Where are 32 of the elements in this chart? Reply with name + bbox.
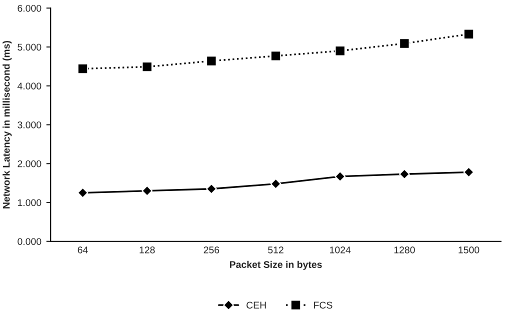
point bbox=[206, 183, 217, 194]
x-axis-title: Packet Size in bytes bbox=[230, 260, 322, 270]
point bbox=[270, 178, 282, 190]
legend-label: CEH bbox=[246, 302, 266, 309]
x-tick-label: 512 bbox=[268, 246, 284, 254]
y-tick-label: 3.000 bbox=[18, 121, 42, 128]
x-tick-label: 1500 bbox=[458, 246, 480, 254]
y-tick-label: 2.000 bbox=[18, 160, 42, 168]
point bbox=[399, 38, 410, 49]
x-tick-label: 1280 bbox=[394, 246, 415, 254]
legend-label: FCS bbox=[314, 302, 332, 309]
point bbox=[77, 63, 88, 74]
point bbox=[334, 45, 346, 56]
y-tick-label: 4.000 bbox=[17, 82, 42, 90]
x-tick-label: 128 bbox=[140, 246, 155, 254]
y-tick-label: 6.000 bbox=[18, 4, 42, 12]
y-tick-label: 0.000 bbox=[18, 238, 42, 245]
point bbox=[142, 185, 153, 196]
point bbox=[270, 50, 282, 62]
y-tick-label: 1.000 bbox=[18, 199, 42, 206]
x-tick-label: 256 bbox=[204, 246, 220, 254]
y-axis-title: Network Latency in millisecond (ms) bbox=[2, 40, 12, 208]
point bbox=[463, 166, 474, 178]
point bbox=[334, 171, 346, 182]
x-tick-label: 1024 bbox=[330, 246, 351, 254]
point bbox=[399, 168, 410, 180]
x-tick-label: 64 bbox=[78, 246, 88, 254]
point bbox=[206, 56, 217, 66]
point bbox=[463, 28, 474, 40]
y-tick-label: 5.000 bbox=[18, 44, 42, 51]
point bbox=[142, 61, 152, 72]
point bbox=[77, 187, 88, 198]
